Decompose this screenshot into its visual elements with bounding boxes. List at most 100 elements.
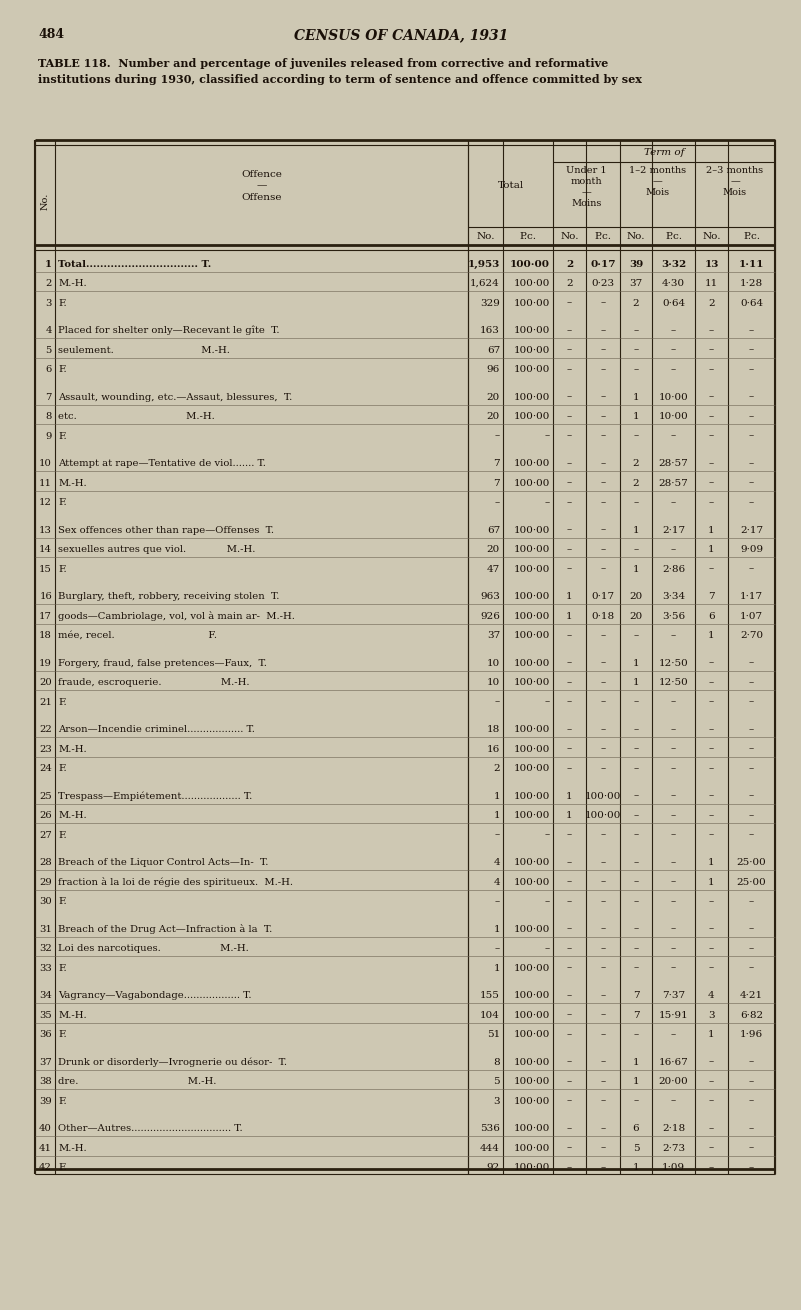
Text: 40: 40 — [39, 1124, 52, 1133]
Text: –: – — [601, 393, 606, 402]
Text: –: – — [567, 1144, 572, 1153]
Text: 1: 1 — [45, 259, 52, 269]
Text: 28·57: 28·57 — [658, 458, 688, 468]
Text: 7: 7 — [493, 478, 500, 487]
Text: M.-H.: M.-H. — [58, 1144, 87, 1153]
Text: F.: F. — [58, 764, 66, 773]
Text: –: – — [601, 498, 606, 507]
Text: 100·00: 100·00 — [513, 346, 550, 355]
Text: 2: 2 — [493, 764, 500, 773]
Text: 20: 20 — [487, 413, 500, 421]
Text: –: – — [601, 326, 606, 335]
Text: 25: 25 — [39, 791, 52, 800]
Text: –: – — [601, 831, 606, 840]
Text: –: – — [671, 858, 676, 867]
Text: –: – — [749, 964, 754, 972]
Text: Forgery, fraud, false pretences—Faux,  T.: Forgery, fraud, false pretences—Faux, T. — [58, 659, 267, 668]
Text: 963: 963 — [480, 592, 500, 601]
Text: –: – — [634, 1030, 638, 1039]
Text: Breach of the Liquor Control Acts—In-  T.: Breach of the Liquor Control Acts—In- T. — [58, 858, 268, 867]
Text: –: – — [634, 431, 638, 440]
Text: 100·00: 100·00 — [513, 726, 550, 734]
Text: 0·17: 0·17 — [591, 592, 614, 601]
Text: –: – — [709, 945, 714, 954]
Text: F.: F. — [58, 365, 66, 375]
Text: –: – — [601, 992, 606, 1000]
Text: 37: 37 — [39, 1057, 52, 1066]
Text: –: – — [567, 897, 572, 907]
Text: –: – — [495, 831, 500, 840]
Text: 100·00: 100·00 — [513, 299, 550, 308]
Text: 100·00: 100·00 — [513, 1163, 550, 1172]
Text: –: – — [634, 878, 638, 887]
Text: 18: 18 — [39, 631, 52, 641]
Text: –: – — [709, 659, 714, 668]
Text: –: – — [567, 413, 572, 421]
Text: 1: 1 — [566, 592, 573, 601]
Text: Other—Autres................................ T.: Other—Autres............................… — [58, 1124, 243, 1133]
Text: 4·30: 4·30 — [662, 279, 685, 288]
Text: 20: 20 — [630, 612, 642, 621]
Text: P.c.: P.c. — [520, 232, 537, 241]
Text: 17: 17 — [39, 612, 52, 621]
Text: –: – — [634, 698, 638, 706]
Text: –: – — [567, 631, 572, 641]
Text: –: – — [567, 925, 572, 934]
Text: –: – — [749, 764, 754, 773]
Text: 10: 10 — [487, 679, 500, 686]
Text: 4: 4 — [493, 858, 500, 867]
Text: –: – — [567, 945, 572, 954]
Text: –: – — [749, 393, 754, 402]
Text: F.: F. — [58, 565, 66, 574]
Text: 1·28: 1·28 — [740, 279, 763, 288]
Text: Placed for shelter only—Recevant le gîte  T.: Placed for shelter only—Recevant le gîte… — [58, 326, 280, 335]
Text: –: – — [601, 431, 606, 440]
Text: –: – — [709, 1144, 714, 1153]
Text: 23: 23 — [39, 744, 52, 753]
Text: 2: 2 — [633, 299, 639, 308]
Text: –: – — [709, 413, 714, 421]
Text: –: – — [749, 945, 754, 954]
Text: –: – — [567, 858, 572, 867]
Text: –: – — [749, 1144, 754, 1153]
Text: 1·96: 1·96 — [740, 1030, 763, 1039]
Text: –: – — [601, 565, 606, 574]
Text: –: – — [634, 764, 638, 773]
Text: fraction à la loi de régie des spiritueux.  M.-H.: fraction à la loi de régie des spiritueu… — [58, 878, 293, 887]
Text: 100·00: 100·00 — [513, 525, 550, 534]
Text: No.: No. — [626, 232, 646, 241]
Text: 37: 37 — [630, 279, 642, 288]
Text: –: – — [749, 831, 754, 840]
Text: 3: 3 — [493, 1096, 500, 1106]
Text: –: – — [634, 811, 638, 820]
Text: –: – — [567, 478, 572, 487]
Text: –: – — [671, 365, 676, 375]
Text: –: – — [567, 1057, 572, 1066]
Text: –: – — [749, 1124, 754, 1133]
Text: 100·00: 100·00 — [513, 1077, 550, 1086]
Text: 1: 1 — [633, 413, 639, 421]
Text: –: – — [601, 925, 606, 934]
Text: –: – — [567, 992, 572, 1000]
Text: mée, recel.                              F.: mée, recel. F. — [58, 631, 217, 641]
Text: 100·00: 100·00 — [513, 393, 550, 402]
Text: –: – — [634, 545, 638, 554]
Text: –: – — [671, 698, 676, 706]
Text: 20: 20 — [630, 592, 642, 601]
Text: –: – — [634, 365, 638, 375]
Text: –: – — [671, 326, 676, 335]
Text: No.: No. — [702, 232, 721, 241]
Text: 100·00: 100·00 — [513, 1096, 550, 1106]
Text: –: – — [601, 1057, 606, 1066]
Text: 2: 2 — [708, 299, 714, 308]
Text: –: – — [601, 1010, 606, 1019]
Text: F.: F. — [58, 698, 66, 706]
Text: –: – — [709, 393, 714, 402]
Text: 36: 36 — [39, 1030, 52, 1039]
Text: –: – — [601, 1030, 606, 1039]
Text: –: – — [749, 1077, 754, 1086]
Text: 14: 14 — [39, 545, 52, 554]
Text: –: – — [671, 744, 676, 753]
Text: Vagrancy—Vagabondage.................. T.: Vagrancy—Vagabondage.................. T… — [58, 992, 252, 1000]
Text: –: – — [749, 726, 754, 734]
